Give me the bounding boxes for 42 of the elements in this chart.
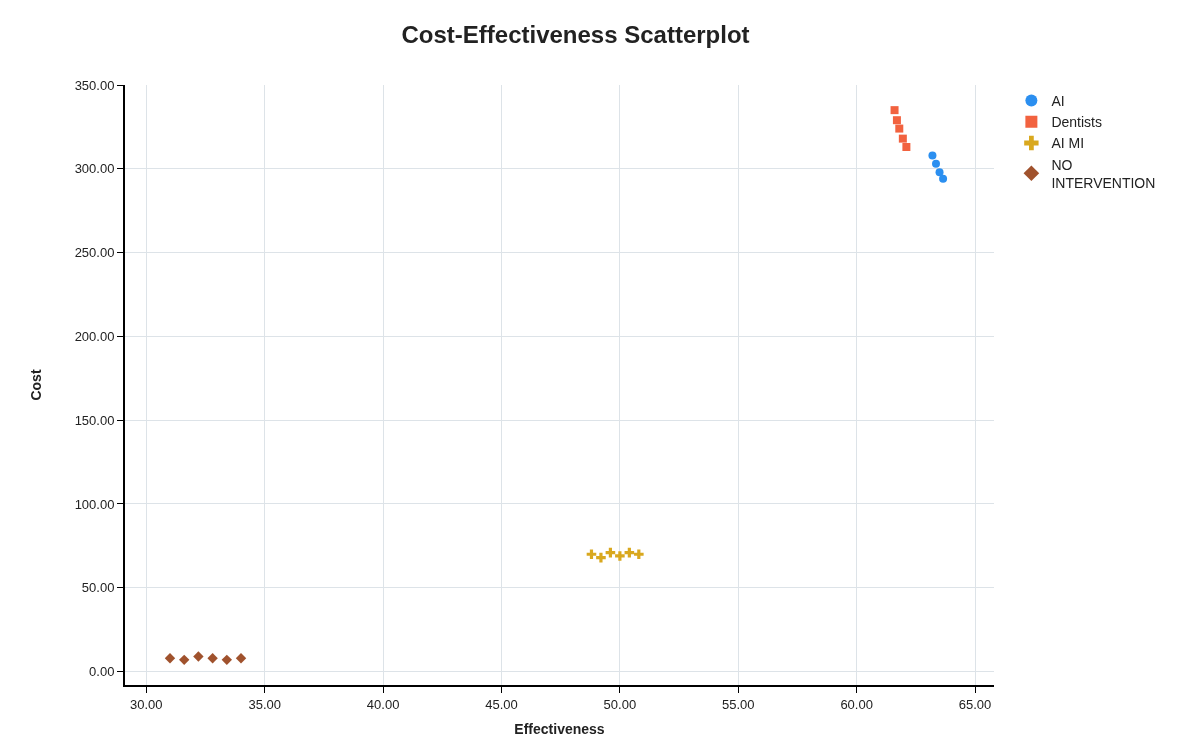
point [892,116,901,125]
point [235,652,247,664]
point [890,106,899,115]
point [931,159,940,168]
point [615,551,625,561]
x-axis-title: Effectiveness [514,721,605,738]
point [895,124,904,133]
y-tick-label: 200.00 [74,328,115,344]
legend-label: NO INTERVENTION [1051,156,1156,191]
point [902,143,911,152]
point [221,654,233,666]
point [179,654,190,666]
point [898,134,907,143]
y-axis-title: Cost [27,369,44,401]
point [939,174,948,183]
point [207,652,218,664]
point [634,549,644,560]
y-tick-label: 350.00 [74,77,115,93]
y-tick-label: 250.00 [74,245,115,261]
y-tick-label: 0.00 [89,664,115,680]
point [193,651,204,662]
y-tick-label: 50.00 [81,580,115,596]
x-tick-label: 35.00 [248,696,281,712]
legend-label: Dentists [1051,114,1102,131]
y-tick-label: 300.00 [74,161,115,177]
x-tick-label: 50.00 [603,696,637,712]
y-tick-label: 150.00 [74,412,115,428]
x-tick-label: 30.00 [130,696,163,712]
point [928,151,937,160]
x-tick-label: 60.00 [840,696,873,712]
x-tick-label: 55.00 [722,696,755,712]
x-tick-label: 65.00 [958,696,992,712]
point [586,549,597,560]
point [596,552,606,563]
y-tick-label: 100.00 [74,496,115,512]
chart-title: Cost-Effectiveness Scatterplot [401,21,750,49]
x-tick-label: 40.00 [366,696,400,712]
legend-label: AI [1051,93,1065,110]
x-tick-label: 45.00 [485,696,518,712]
point [164,652,176,664]
legend-label: AI MI [1051,135,1085,152]
point [935,168,944,177]
